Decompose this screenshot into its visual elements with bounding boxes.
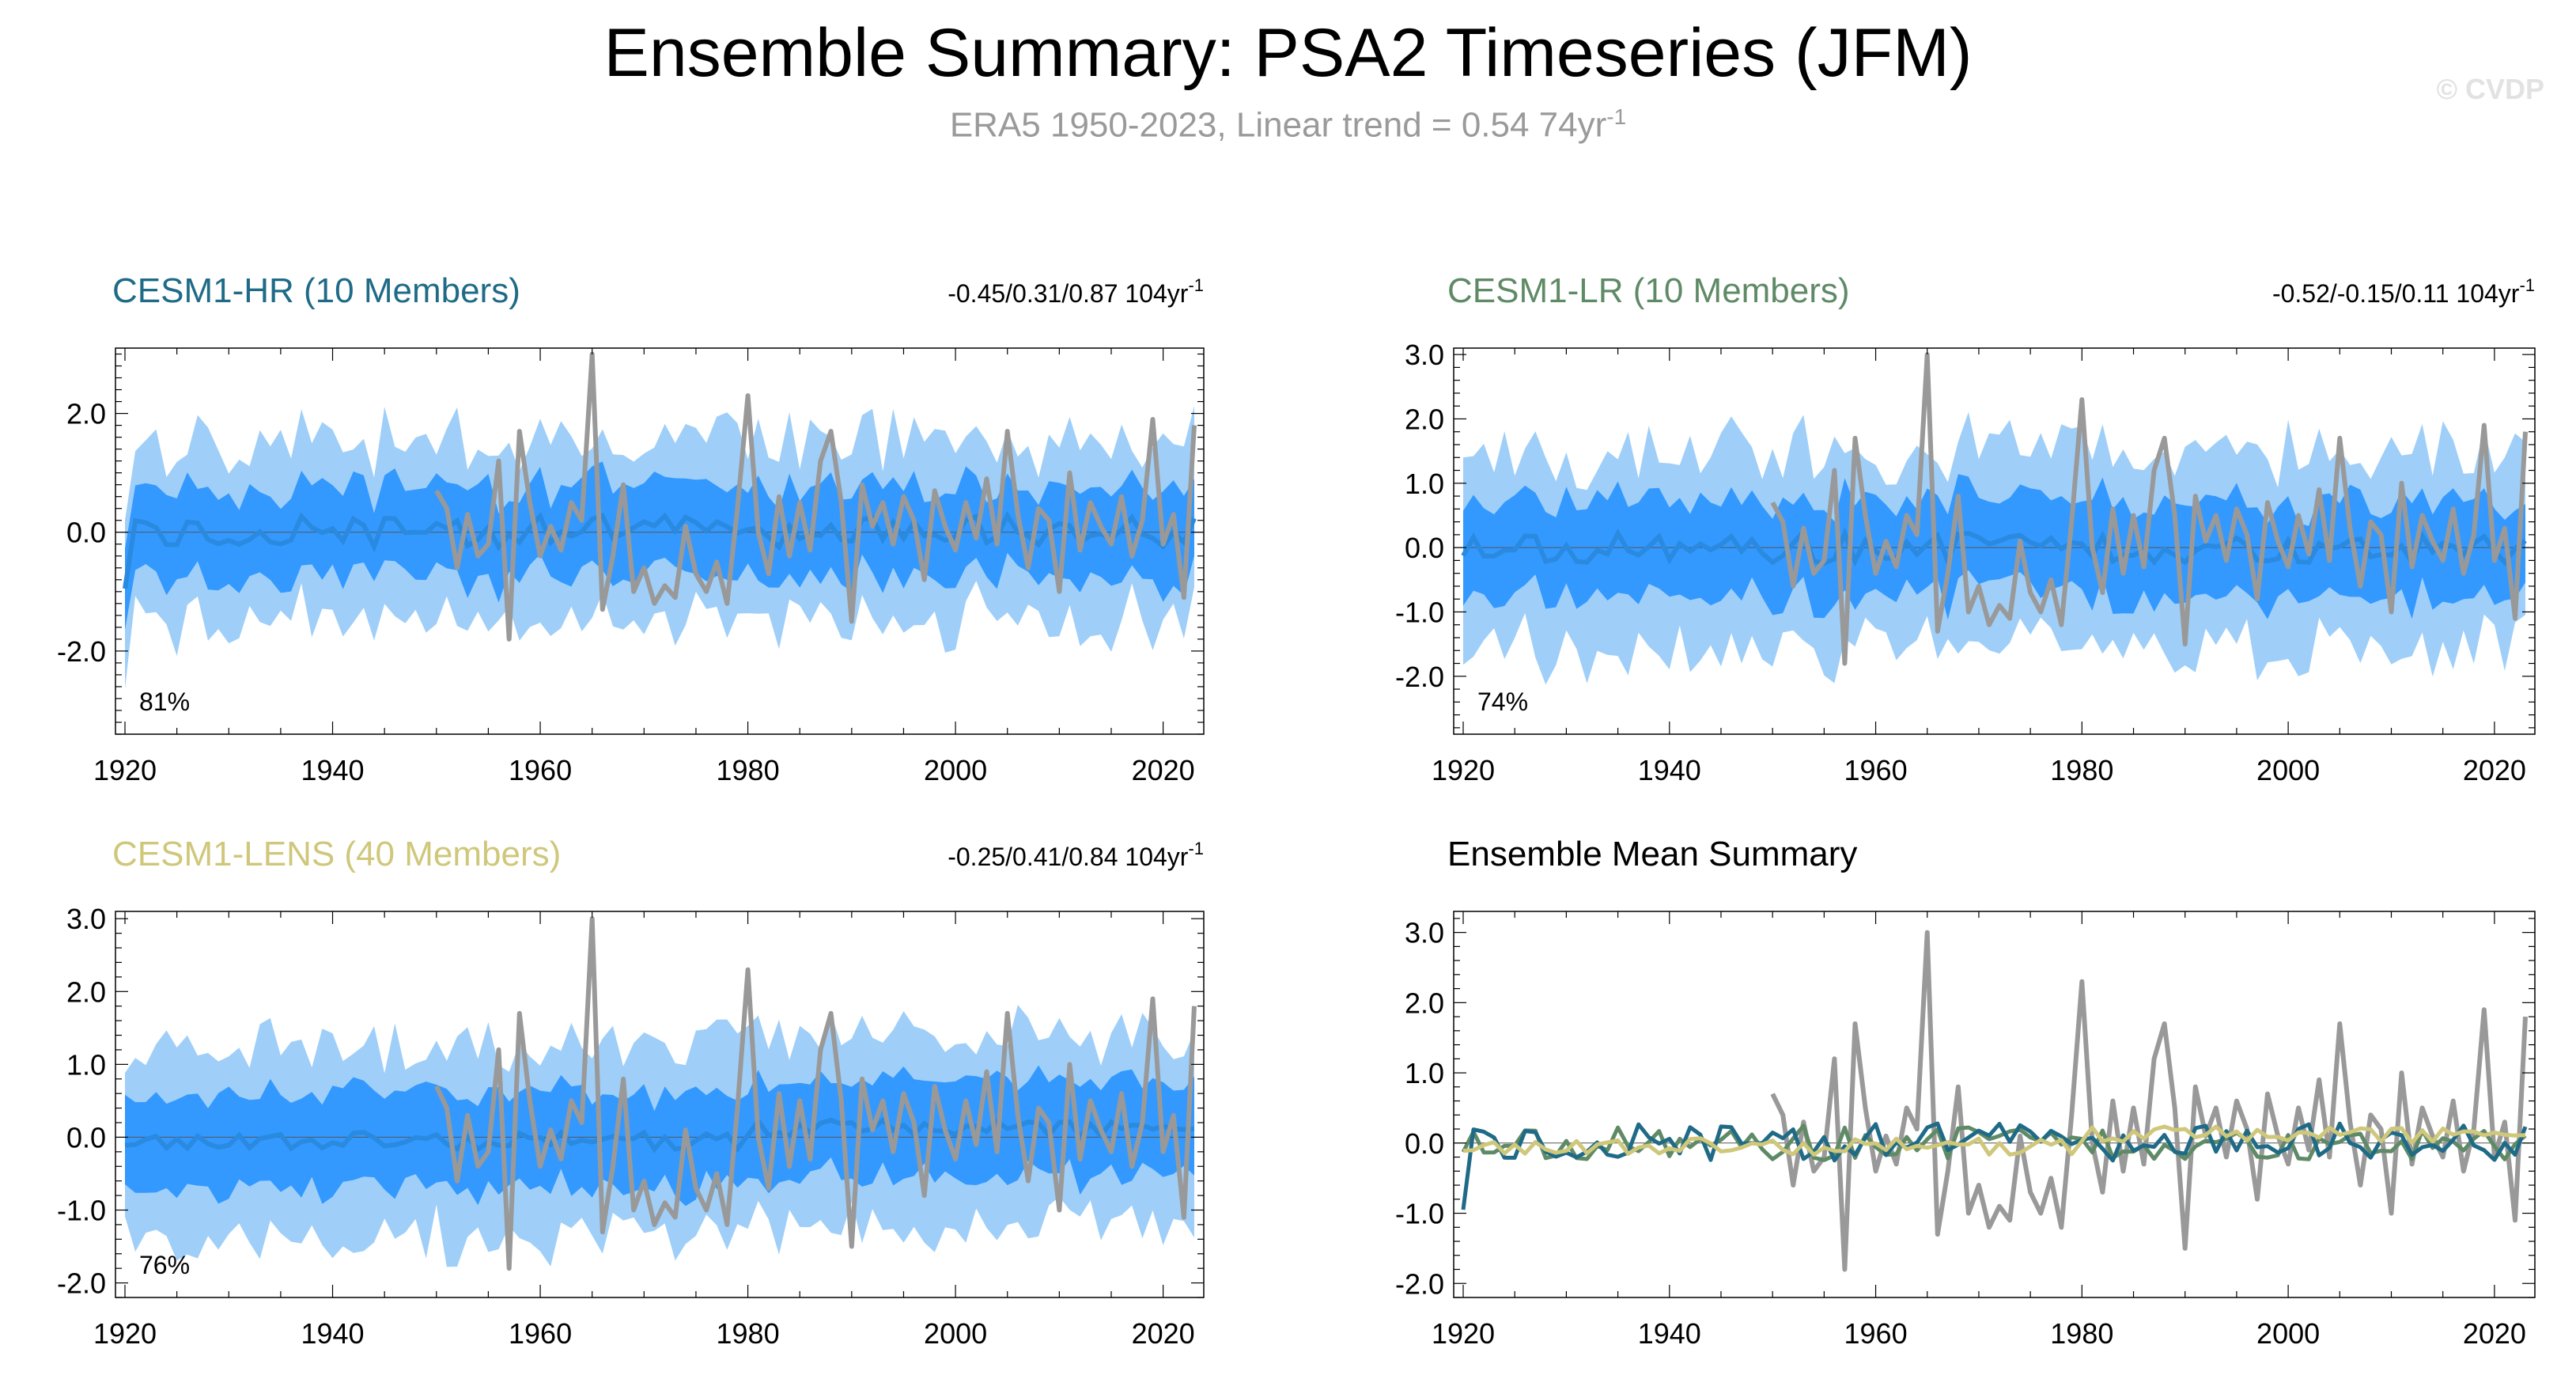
stats-label: -0.52/-0.15/0.11 104yr-1 (2272, 275, 2535, 308)
y-tick-label: -2.0 (1395, 1267, 1444, 1300)
main-subtitle: ERA5 1950-2023, Linear trend = 0.54 74yr… (0, 104, 2576, 146)
y-tick-label: 0.0 (1405, 532, 1444, 564)
ensemble-mean-line-lens (1462, 1124, 2526, 1157)
y-tick-label: -2.0 (57, 1267, 106, 1300)
stats-exponent: -1 (2519, 275, 2535, 295)
y-tick-label: 1.0 (66, 1048, 106, 1081)
subtitle-exponent: -1 (1606, 104, 1627, 129)
y-tick-label: 2.0 (1405, 987, 1444, 1019)
y-tick-label: 3.0 (1405, 917, 1444, 949)
percent-label: 74% (1477, 688, 1528, 716)
y-tick-label: 2.0 (66, 975, 106, 1008)
plot-area (1454, 930, 2535, 1272)
x-tick-label: 1980 (717, 1317, 780, 1350)
y-tick-label: 3.0 (1405, 339, 1444, 371)
x-tick-label: 1980 (2050, 754, 2113, 786)
plot-frame (1453, 911, 2536, 1298)
stats-label: -0.25/0.41/0.84 104yr-1 (948, 839, 1204, 871)
panel-lr: -2.0 -1.0 0.0 1.0 2.0 3.0 1920 1940 1960 1980 2000… (1395, 271, 2536, 786)
panel-title: CESM1-LENS (40 Members) (112, 835, 561, 873)
subtitle-text: ERA5 1950-2023, Linear trend = 0.54 74yr (949, 105, 1607, 145)
plot-area (1454, 352, 2535, 685)
y-tick-label: -1.0 (57, 1195, 106, 1227)
percent-label: 81% (139, 688, 190, 716)
ensemble-mean-line (123, 510, 1197, 589)
y-tick-label: 0.0 (66, 1121, 106, 1153)
y-tick-label: 3.0 (66, 903, 106, 935)
main-title: Ensemble Summary: PSA2 Timeseries (JFM) (603, 15, 1973, 91)
x-tick-label: 2000 (2256, 1317, 2320, 1350)
obs-line (434, 351, 1197, 642)
stats-exponent: -1 (1188, 275, 1204, 295)
percent-label: 76% (139, 1251, 190, 1279)
y-tick-label: -1.0 (1395, 596, 1444, 628)
x-tick-label: 1920 (1432, 1317, 1495, 1350)
x-tick-label: 1960 (509, 1317, 572, 1350)
x-tick-label: 1980 (2050, 1317, 2113, 1350)
panel-title: CESM1-HR (10 Members) (112, 271, 520, 310)
ensemble-inner-band (125, 461, 1194, 631)
x-tick-label: 1920 (93, 754, 157, 786)
x-tick-label: 2000 (924, 754, 987, 786)
y-tick-label: 1.0 (1405, 468, 1444, 500)
x-tick-label: 2020 (2463, 1317, 2526, 1350)
x-tick-label: 2020 (1132, 1317, 1195, 1350)
x-tick-label: 1940 (1638, 754, 1701, 786)
x-tick-label: 2020 (1132, 754, 1195, 786)
stats-label: -0.45/0.31/0.87 104yr-1 (948, 275, 1204, 308)
ensemble-mean-line (1461, 527, 2527, 569)
obs-line (1770, 352, 2528, 666)
y-tick-label: 0.0 (66, 517, 106, 549)
x-tick-label: 1960 (1844, 1317, 1908, 1350)
obs-line (1770, 930, 2528, 1272)
panel-title: Ensemble Mean Summary (1447, 835, 1857, 873)
stats-exponent: -1 (1188, 839, 1204, 858)
x-tick-label: 2020 (2463, 754, 2526, 786)
stats-text: -0.52/-0.15/0.11 104yr (2272, 279, 2520, 308)
x-tick-label: 1920 (1432, 754, 1495, 786)
x-tick-label: 1940 (301, 754, 364, 786)
x-tick-label: 1960 (509, 754, 572, 786)
ensemble-mean-line (124, 1116, 1195, 1153)
stats-text: -0.45/0.31/0.87 104yr (948, 279, 1189, 308)
obs-line (434, 916, 1197, 1271)
x-tick-label: 1940 (301, 1317, 364, 1350)
panel-summary: -2.0 -1.0 0.0 1.0 2.0 3.0 1920 1940 1960 1980 2000… (1395, 835, 2536, 1350)
panel-title: CESM1-LR (10 Members) (1447, 271, 1850, 310)
x-tick-label: 1980 (717, 754, 780, 786)
stats-text: -0.25/0.41/0.84 104yr (948, 843, 1189, 871)
y-tick-label: -2.0 (1395, 661, 1444, 693)
y-tick-label: 2.0 (66, 398, 106, 430)
ensemble-inner-band (125, 1065, 1194, 1206)
ensemble-mean-line-hr (1461, 1121, 2528, 1210)
plot-area (115, 351, 1204, 690)
panel-lens: -2.0 -1.0 0.0 1.0 2.0 3.0 1920 1940 1960 1980 2000… (57, 835, 1205, 1350)
panel-hr: -2.0 0.0 2.0 1920 1940 1960 1980 2000 2020 81% -0.… (57, 271, 1205, 786)
watermark-text: © CVDP (2436, 73, 2544, 105)
x-tick-label: 1920 (93, 1317, 157, 1350)
y-tick-label: -2.0 (57, 635, 106, 668)
plot-frame (115, 911, 1205, 1298)
y-tick-label: 0.0 (1405, 1127, 1444, 1160)
plot-area (115, 916, 1204, 1271)
plot-frame (1453, 347, 2536, 735)
x-tick-label: 1940 (1638, 1317, 1701, 1350)
x-tick-label: 2000 (924, 1317, 987, 1350)
y-tick-label: 2.0 (1405, 403, 1444, 435)
y-tick-label: 1.0 (1405, 1057, 1444, 1089)
y-tick-label: -1.0 (1395, 1198, 1444, 1230)
plot-frame (115, 347, 1205, 735)
x-tick-label: 2000 (2256, 754, 2320, 786)
x-tick-label: 1960 (1844, 754, 1908, 786)
